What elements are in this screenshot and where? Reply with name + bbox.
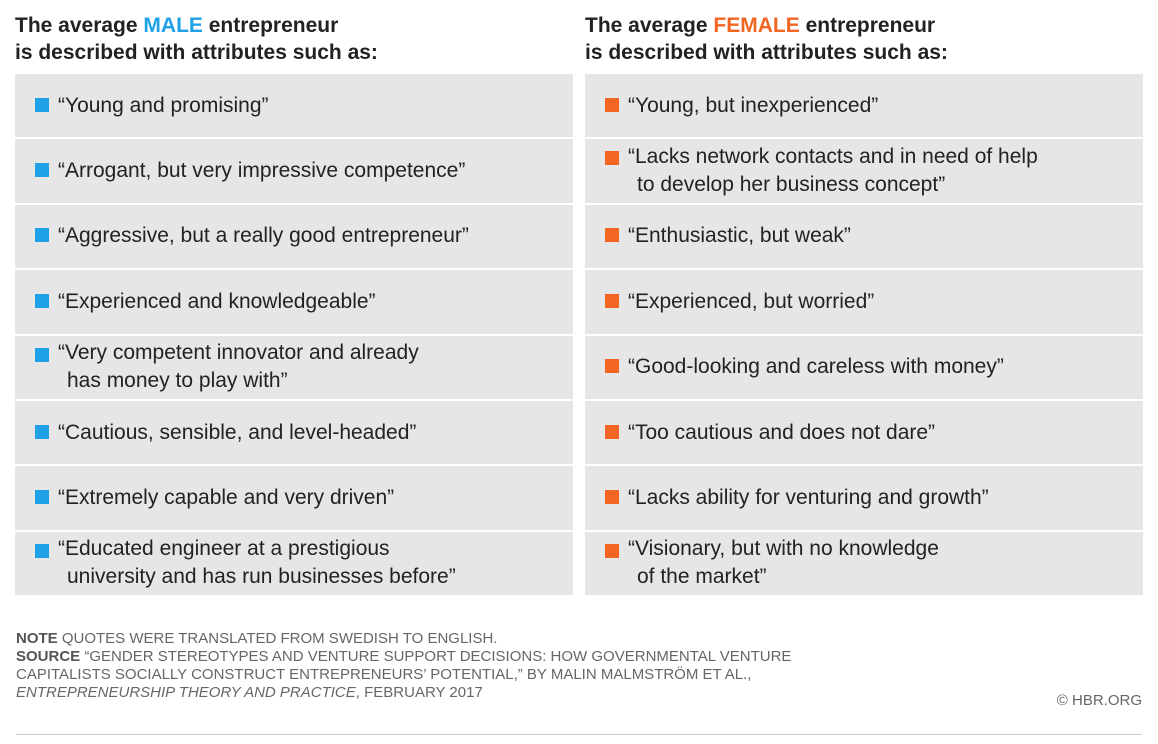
quote-line: of the market”: [637, 565, 767, 589]
source-journal: ENTREPRENEURSHIP THEORY AND PRACTICE: [16, 684, 356, 701]
row: “Arrogant, but very impressive competenc…: [15, 139, 573, 203]
title-text: entrepreneur: [799, 14, 936, 37]
title-line: The average FEMALE entrepreneur: [585, 12, 1143, 39]
quote-line: “Lacks ability for venturing and growth”: [628, 486, 989, 510]
bullet: [605, 490, 619, 505]
title-line: is described with attributes such as:: [585, 41, 948, 64]
row: “Good-looking and careless with money”: [585, 335, 1143, 399]
bullet: [605, 543, 619, 558]
bullet: [605, 97, 619, 112]
bullet: [605, 424, 619, 439]
quote-line: “Young and promising”: [58, 93, 269, 117]
source-text: “GENDER STEREOTYPES AND VENTURE SUPPORT …: [16, 648, 792, 683]
quote-line: “Enthusiastic, but weak”: [628, 224, 851, 248]
quote-line: “Educated engineer at a prestigious: [58, 537, 390, 561]
quote: “Lacks ability for venturing and growth”: [628, 484, 989, 512]
column-title: The average MALE entrepreneur is describe…: [15, 12, 573, 74]
bullet: [605, 293, 619, 308]
column: The average MALE entrepreneur is describe…: [15, 12, 573, 597]
row: “Lacks network contacts and in need of h…: [585, 139, 1143, 203]
bullet: [35, 97, 49, 112]
title-line: The average MALE entrepreneur: [15, 12, 573, 39]
quote: “Young and promising”: [58, 92, 269, 120]
row: “Young, but inexperienced”: [585, 74, 1143, 138]
quote: “Experienced, but worried”: [628, 288, 874, 316]
quote-line: “Visionary, but with no knowledge: [628, 537, 939, 561]
quote: “Young, but inexperienced”: [628, 92, 878, 120]
row: “Cautious, sensible, and level-headed”: [15, 400, 573, 465]
quote-line: “Experienced, but worried”: [628, 289, 875, 313]
row: “Experienced, but worried”: [585, 270, 1143, 334]
quote: “Cautious, sensible, and level-headed”: [58, 419, 416, 447]
quote-line: “Good-looking and careless with money”: [628, 355, 1004, 379]
bullet: [605, 151, 619, 166]
title-line: is described with attributes such as:: [15, 41, 378, 64]
quote-line: “Arrogant, but very impressive competenc…: [58, 159, 466, 183]
bullet: [35, 293, 49, 308]
bullet: [35, 490, 49, 505]
row: “Too cautious and does not dare”: [585, 400, 1143, 465]
quote: “Lacks network contacts and in need of h…: [628, 143, 1038, 199]
bullet: [35, 228, 49, 243]
column-title: The average FEMALE entrepreneur is descri…: [585, 12, 1143, 74]
note-label: NOTE: [16, 630, 58, 647]
row: “Aggressive, but a really good entrepren…: [15, 204, 573, 269]
quote-line: “Extremely capable and very driven”: [58, 486, 395, 510]
row: “Young and promising”: [15, 74, 573, 138]
quote-line: “Too cautious and does not dare”: [628, 420, 936, 444]
quote: “Experienced and knowledgeable”: [58, 288, 376, 316]
rule: [16, 734, 1142, 735]
quote: “Arrogant, but very impressive competenc…: [58, 157, 465, 185]
source: SOURCE “GENDER STEREOTYPES AND VENTURE S…: [16, 648, 876, 702]
title-highlight: FEMALE: [713, 14, 800, 37]
bullet: [35, 163, 49, 178]
quote: “Extremely capable and very driven”: [58, 484, 394, 512]
quote-line: to develop her business concept”: [637, 173, 946, 197]
note-text: QUOTES WERE TRANSLATED FROM SWEDISH TO E…: [61, 630, 498, 647]
quote: “Very competent innovator and already has…: [58, 339, 419, 395]
quote: “Good-looking and careless with money”: [628, 353, 1004, 381]
quote-line: “Young, but inexperienced”: [628, 93, 879, 117]
quote-line: “Very competent innovator and already: [58, 341, 419, 365]
quote-line: “Aggressive, but a really good entrepren…: [58, 224, 469, 248]
quote: “Enthusiastic, but weak”: [628, 222, 851, 250]
quote: “Visionary, but with no knowledge of the …: [628, 535, 939, 591]
row: “Very competent innovator and already has…: [15, 335, 573, 399]
title-text: The average: [15, 14, 144, 37]
quote: “Too cautious and does not dare”: [628, 419, 935, 447]
quote: “Educated engineer at a prestigious unive…: [58, 535, 456, 591]
footnotes: NOTE QUOTES WERE TRANSLATED FROM SWEDISH…: [16, 630, 876, 702]
bullet: [35, 347, 49, 362]
column: The average FEMALE entrepreneur is descri…: [585, 12, 1143, 597]
bullet: [605, 228, 619, 243]
source-label: SOURCE: [16, 648, 81, 665]
title-text: entrepreneur: [202, 14, 339, 37]
note: NOTE QUOTES WERE TRANSLATED FROM SWEDISH…: [16, 630, 876, 648]
quote-line: “Cautious, sensible, and level-headed”: [58, 420, 417, 444]
row: “Experienced and knowledgeable”: [15, 270, 573, 334]
bullet: [35, 543, 49, 558]
row: “Enthusiastic, but weak”: [585, 204, 1143, 269]
bullet: [35, 424, 49, 439]
row: “Educated engineer at a prestigious unive…: [15, 531, 573, 596]
quote-line: “Lacks network contacts and in need of h…: [628, 145, 1038, 169]
source-date: , FEBRUARY 2017: [355, 684, 483, 701]
row: “Lacks ability for venturing and growth”: [585, 466, 1143, 530]
row: “Extremely capable and very driven”: [15, 466, 573, 530]
quote-line: university and has run businesses before…: [67, 565, 456, 589]
quote: “Aggressive, but a really good entrepren…: [58, 222, 469, 250]
quote-line: has money to play with”: [67, 369, 288, 393]
credit: © HBR.ORG: [1056, 692, 1142, 709]
bullet: [605, 359, 619, 374]
title-highlight: MALE: [143, 14, 203, 37]
title-text: The average: [585, 14, 714, 37]
row: “Visionary, but with no knowledge of the …: [585, 531, 1143, 596]
quote-line: “Experienced and knowledgeable”: [58, 289, 376, 313]
